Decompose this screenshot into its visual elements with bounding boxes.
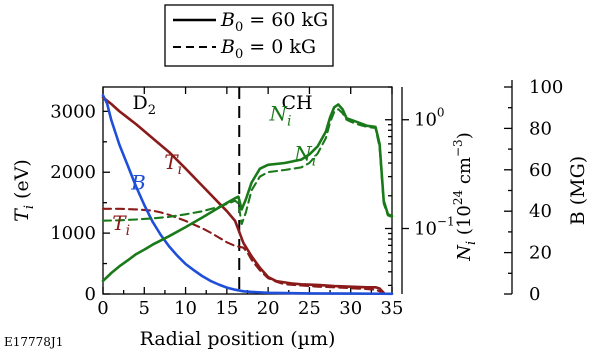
b-tick-label: 100	[529, 77, 563, 98]
b-tick-label: 0	[529, 284, 540, 305]
ni-tick-base: 10	[414, 110, 437, 131]
legend-label-value: = 0 kG	[243, 36, 316, 58]
ni-tick-label: 10−1	[414, 215, 455, 240]
b-tick-label: 60	[529, 160, 552, 181]
region-label-main: D	[133, 92, 148, 114]
x-tick-label: 10	[174, 298, 197, 319]
legend-label-0: B0 = 60 kG	[220, 9, 328, 35]
ti-axis-label-unit: (eV)	[11, 159, 33, 205]
x-tick-label: 35	[381, 298, 404, 319]
curve-label-main: B	[130, 170, 146, 194]
legend-label-sub: 0	[235, 20, 243, 35]
region-label-main: CH	[281, 92, 312, 114]
b-tick-label: 40	[529, 201, 552, 222]
series-line-3	[101, 103, 394, 283]
ni-label-symbol: N	[454, 244, 475, 262]
ni-axis-label: Ni (1024 cm−3)	[451, 132, 479, 261]
ni-label-close: )	[454, 132, 475, 139]
b-axis-label: B (MG)	[567, 156, 589, 225]
x-tick-label: 0	[97, 298, 108, 319]
ni-label-end: cm	[454, 157, 475, 190]
region-label-sub: 2	[148, 103, 156, 118]
series-line-2	[101, 94, 394, 296]
ni-tick-exp: −1	[437, 215, 455, 229]
legend-label-1: B0 = 0 kG	[220, 36, 316, 62]
legend-label-symbol: B	[220, 9, 235, 31]
series-layer	[101, 94, 394, 296]
curve-label-4: Ni	[293, 142, 316, 170]
x-tick-label: 5	[139, 298, 150, 319]
curve-label-sub: i	[312, 154, 316, 170]
legend-label-value: = 60 kG	[243, 9, 328, 31]
curve-label-main: T	[112, 211, 127, 235]
curve-label-2: B	[130, 170, 146, 194]
plot-frame	[102, 80, 513, 295]
ti-axis-label-sub: i	[22, 205, 37, 209]
ni-label-unit: (10	[454, 205, 475, 241]
ni-tick-label: 100	[414, 106, 445, 131]
ti-tick-label: 1000	[50, 223, 96, 244]
legend-label-symbol: B	[220, 36, 235, 58]
x-tick-label: 20	[257, 298, 280, 319]
series-line-1	[101, 207, 385, 294]
curve-label-0: Ti	[164, 150, 182, 178]
region-label-0: D2	[133, 92, 157, 118]
legend-label-sub: 0	[235, 47, 243, 62]
x-tick-label: 15	[215, 298, 238, 319]
series-line-0	[101, 96, 386, 295]
ni-label-sup2: −3	[451, 139, 465, 157]
curve-label-main: N	[293, 142, 313, 166]
ti-axis-label-symbol: T	[11, 208, 33, 222]
legend-box	[164, 4, 334, 67]
ni-label-sup: 24	[451, 190, 465, 206]
ti-tick-label: 0	[85, 284, 96, 305]
curve-label-sub: i	[178, 162, 182, 178]
b-tick-label: 80	[529, 118, 552, 139]
x-axis-label: Radial position (µm)	[140, 328, 336, 350]
ti-tick-label: 3000	[50, 101, 96, 122]
ti-tick-label: 2000	[50, 162, 96, 183]
curve-label-sub: i	[126, 223, 130, 239]
curve-label-sub: i	[287, 114, 291, 130]
ni-label-sub: i	[464, 241, 479, 245]
curve-label-main: T	[164, 150, 179, 174]
x-tick-label: 25	[298, 298, 321, 319]
b-tick-label: 20	[529, 243, 552, 264]
ti-axis-label: Ti (eV)	[11, 159, 37, 222]
curve-label-3: Ni	[269, 102, 292, 130]
x-tick-label: 30	[339, 298, 362, 319]
region-label-1: CH	[281, 92, 312, 114]
figure-id: E17778J1	[4, 335, 63, 349]
curve-label-1: Ti	[112, 211, 130, 239]
ni-tick-exp: 0	[437, 106, 445, 120]
ni-tick-base: 10	[414, 219, 437, 240]
curve-label-main: N	[269, 102, 289, 126]
series-line-4	[101, 108, 394, 226]
